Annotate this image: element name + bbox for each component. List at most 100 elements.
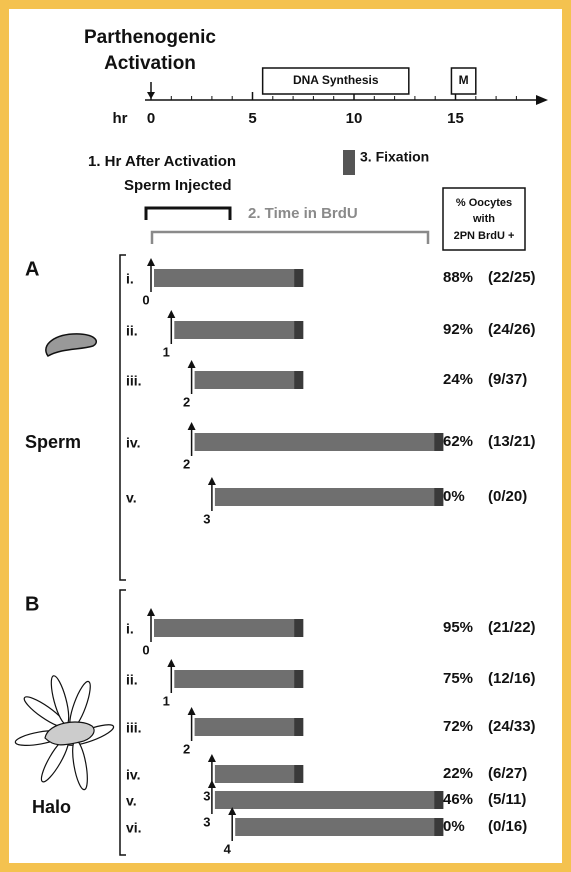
- injection-arrowhead: [187, 422, 196, 430]
- row-label: vi.: [126, 820, 142, 836]
- injection-hour: 2: [183, 394, 190, 409]
- axis-label: hr: [113, 110, 128, 127]
- panel-letter: A: [25, 258, 39, 280]
- injection-hour: 1: [163, 693, 170, 708]
- tick-label: 0: [147, 110, 155, 127]
- legend-step2: 2. Time in BrdU: [248, 205, 358, 222]
- fixation-segment: [434, 488, 444, 506]
- brdu-bar: [194, 371, 304, 389]
- injection-bracket: [144, 206, 232, 220]
- brdu-bar: [154, 269, 304, 287]
- percent: 92%: [443, 321, 473, 338]
- count: (0/20): [488, 488, 527, 505]
- injection-arrowhead: [228, 807, 237, 815]
- percent: 95%: [443, 619, 473, 636]
- row-label: ii.: [126, 323, 138, 339]
- count: (24/26): [488, 321, 536, 338]
- group-label: Sperm: [25, 432, 81, 452]
- brdu-bar: [214, 791, 444, 809]
- fixation-segment: [294, 371, 304, 389]
- fixation-segment: [294, 670, 304, 688]
- result-header: with: [472, 213, 495, 225]
- injection-arrowhead: [147, 608, 155, 616]
- legend-step1: 1. Hr After Activation: [88, 153, 236, 170]
- tick-label: 10: [346, 110, 363, 127]
- fixation-segment: [294, 619, 304, 637]
- injection-hour: 3: [203, 814, 210, 829]
- brdu-bar: [194, 433, 444, 451]
- injection-hour: 3: [203, 511, 210, 526]
- injection-hour: 2: [183, 741, 190, 756]
- fixation-segment: [294, 269, 304, 287]
- injection-hour: 0: [142, 642, 149, 657]
- injection-arrowhead: [167, 310, 176, 318]
- result-header-box: [442, 187, 526, 251]
- legend-step3: 3. Fixation: [360, 149, 429, 165]
- injection-arrowhead: [167, 659, 176, 667]
- percent: 46%: [443, 791, 473, 808]
- row-label: iv.: [126, 767, 141, 783]
- count: (9/37): [488, 371, 527, 388]
- brdu-bar: [214, 488, 444, 506]
- percent: 72%: [443, 718, 473, 735]
- injection-arrowhead: [207, 754, 216, 762]
- count: (6/27): [488, 765, 527, 782]
- count: (12/16): [488, 670, 536, 687]
- row-label: iv.: [126, 435, 141, 451]
- brdu-bar: [235, 818, 444, 836]
- percent: 88%: [443, 269, 473, 286]
- axis-arrow: [536, 95, 548, 105]
- fixation-segment: [294, 718, 304, 736]
- injection-arrowhead: [147, 258, 155, 266]
- injection-hour: 4: [224, 841, 232, 856]
- count: (0/16): [488, 818, 527, 835]
- row-label: v.: [126, 490, 137, 506]
- row-label: v.: [126, 793, 137, 809]
- tick-label: 5: [248, 110, 256, 127]
- row-label: i.: [126, 271, 134, 287]
- group-bracket: [119, 589, 126, 856]
- title-line: Parthenogenic: [84, 27, 216, 48]
- percent: 22%: [443, 765, 473, 782]
- row-label: i.: [126, 621, 134, 637]
- row-label: iii.: [126, 373, 142, 389]
- fixation-swatch: [343, 150, 355, 175]
- count: (5/11): [488, 791, 526, 808]
- injection-arrowhead: [207, 477, 216, 485]
- halo-icon: [14, 675, 115, 791]
- phase-box: [450, 67, 477, 95]
- count: (22/25): [488, 269, 536, 286]
- legend-step1: Sperm Injected: [124, 177, 232, 194]
- injection-hour: 2: [183, 456, 190, 471]
- fixation-segment: [294, 765, 304, 783]
- brdu-bar: [174, 670, 304, 688]
- brdu-bar: [194, 718, 304, 736]
- title-line: Activation: [104, 53, 196, 74]
- phase-box: [261, 67, 410, 95]
- percent: 0%: [443, 818, 465, 835]
- brdu-bar: [154, 619, 304, 637]
- panel-letter: B: [25, 593, 39, 615]
- count: (24/33): [488, 718, 536, 735]
- count: (13/21): [488, 433, 536, 450]
- injection-hour: 0: [142, 292, 149, 307]
- percent: 62%: [443, 433, 473, 450]
- count: (21/22): [488, 619, 536, 636]
- percent: 0%: [443, 488, 465, 505]
- injection-hour: 1: [163, 344, 170, 359]
- result-header: 2PN BrdU +: [454, 230, 515, 242]
- percent: 75%: [443, 670, 473, 687]
- phase-label: DNA Synthesis: [293, 73, 379, 87]
- tick-label: 15: [447, 110, 464, 127]
- fixation-segment: [434, 433, 444, 451]
- fixation-segment: [434, 818, 444, 836]
- brdu-bracket: [150, 230, 430, 244]
- injection-arrowhead: [187, 707, 196, 715]
- phase-label: M: [459, 73, 469, 87]
- injection-hour: 3: [203, 788, 210, 803]
- injection-arrowhead: [207, 780, 216, 788]
- group-bracket: [119, 254, 126, 581]
- group-label: Halo: [32, 797, 71, 817]
